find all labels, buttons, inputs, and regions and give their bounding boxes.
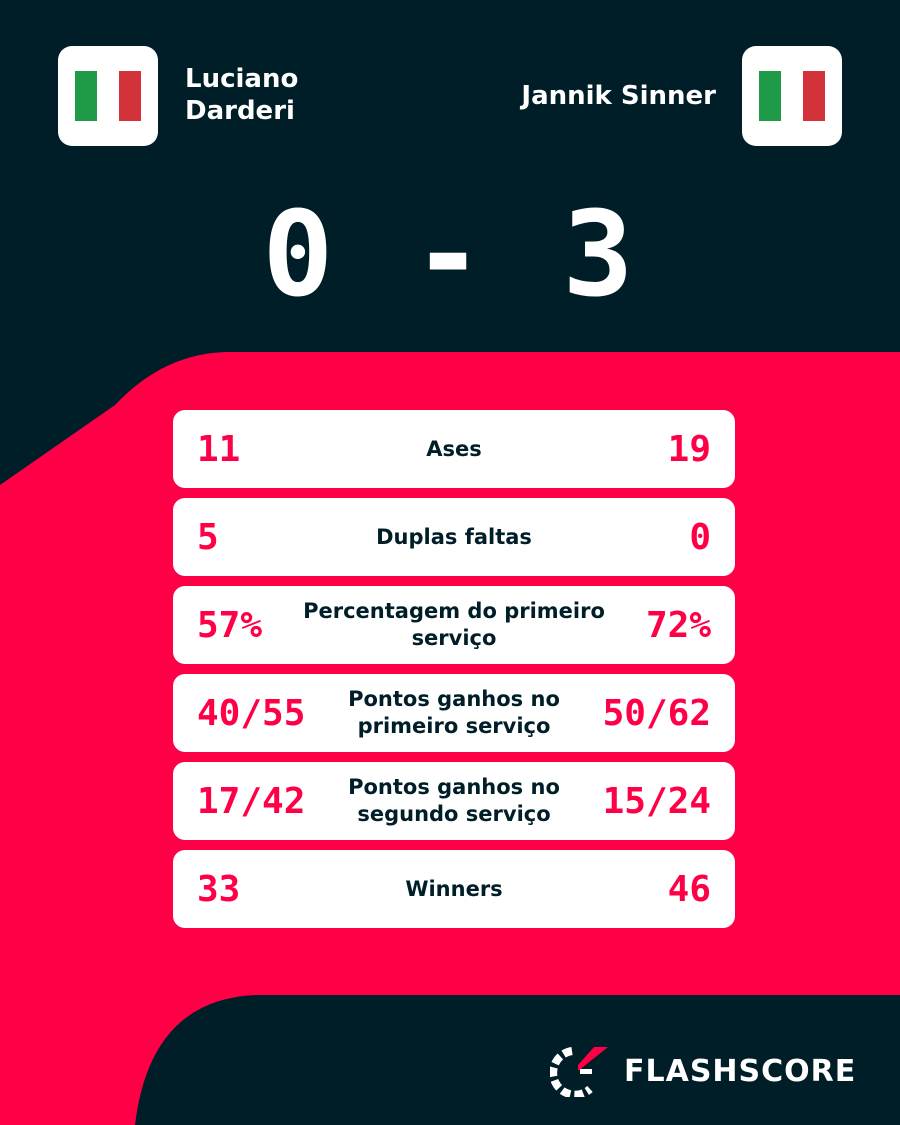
home-stat-value: 5 (197, 516, 219, 558)
away-stat-value: 72% (645, 604, 711, 646)
stat-label: Ases (426, 436, 482, 461)
italy-flag-icon (75, 71, 141, 121)
stat-row: 33 Winners 46 (173, 850, 735, 928)
home-stat-value: 40/55 (197, 692, 306, 734)
brand-name: FLASHSCORE (624, 1053, 857, 1089)
home-stat-value: 33 (197, 868, 241, 910)
away-stat-value: 50/62 (602, 692, 711, 734)
stat-row: 11 Ases 19 (173, 410, 735, 488)
stat-label: Pontos ganhos no segundo serviço (348, 775, 560, 826)
stat-label: Winners (405, 876, 503, 901)
home-name-line2: Darderi (185, 96, 295, 126)
home-stat-value: 11 (197, 428, 241, 470)
home-stat-value: 57% (197, 604, 263, 646)
stat-row: 57% Percentagem do primeiro serviço 72% (173, 586, 735, 664)
match-score: 0 - 3 (262, 185, 638, 323)
away-stat-value: 46 (667, 868, 711, 910)
away-player-name: Jannik Sinner (521, 81, 716, 111)
away-stat-value: 0 (689, 516, 711, 558)
stat-row: 5 Duplas faltas 0 (173, 498, 735, 576)
stat-row: 40/55 Pontos ganhos no primeiro serviço … (173, 674, 735, 752)
away-flag (742, 46, 842, 146)
away-stat-value: 19 (667, 428, 711, 470)
flashscore-logo-icon (550, 1047, 608, 1097)
italy-flag-icon (759, 71, 825, 121)
home-flag (58, 46, 158, 146)
home-name-line1: Luciano (185, 64, 299, 94)
stat-label: Duplas faltas (376, 524, 532, 549)
stat-label: Percentagem do primeiro serviço (303, 599, 605, 650)
flashscore-logo: FLASHSCORE (550, 1045, 856, 1097)
home-stat-value: 17/42 (197, 780, 306, 822)
stat-row: 17/42 Pontos ganhos no segundo serviço 1… (173, 762, 735, 840)
home-player-name: Luciano Darderi (185, 63, 298, 127)
away-stat-value: 15/24 (602, 780, 711, 822)
stat-label: Pontos ganhos no primeiro serviço (348, 687, 560, 738)
